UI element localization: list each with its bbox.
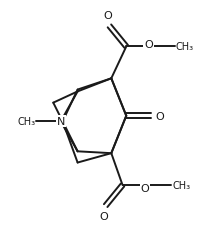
Text: N: N	[57, 117, 65, 127]
Text: O: O	[144, 40, 153, 50]
Text: O: O	[155, 111, 164, 121]
Text: CH₃: CH₃	[176, 42, 194, 52]
Text: CH₃: CH₃	[172, 180, 190, 190]
Text: O: O	[99, 211, 108, 221]
Text: O: O	[141, 183, 149, 193]
Text: O: O	[103, 11, 112, 21]
Text: CH₃: CH₃	[17, 117, 36, 127]
